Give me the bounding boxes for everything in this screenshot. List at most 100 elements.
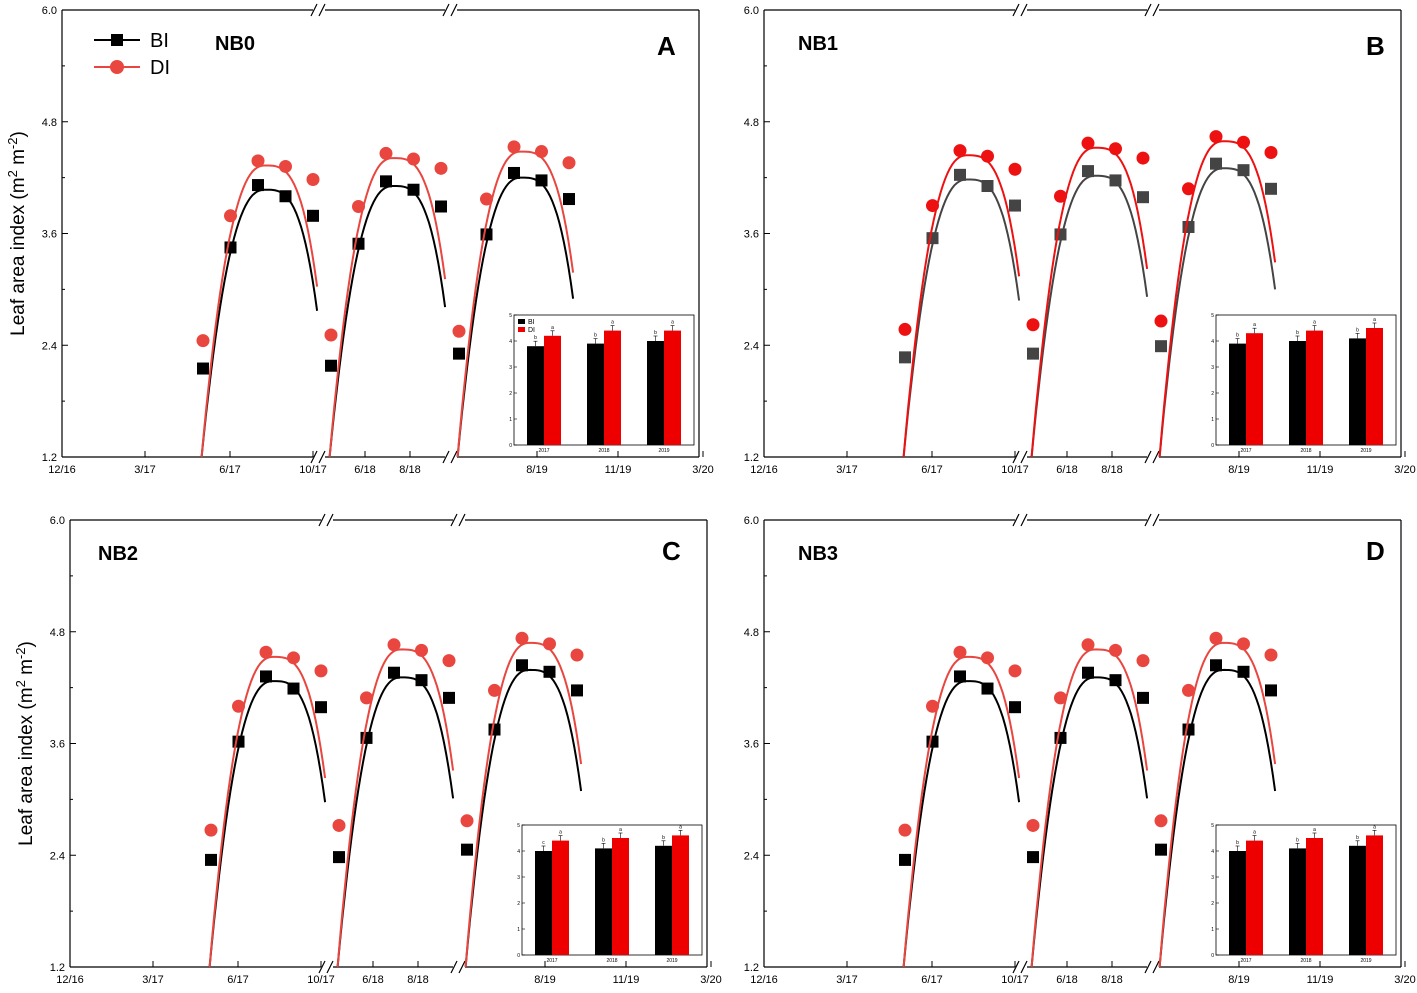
inset-bar-di [1306, 838, 1323, 955]
inset-y-tick-label: 0 [1211, 953, 1214, 959]
inset-y-tick-label: 4 [1211, 339, 1214, 345]
inset-y-tick-label: 3 [1211, 365, 1214, 371]
data-point-di [204, 823, 218, 837]
data-point-di [232, 699, 245, 713]
inset-significance-letter: a [559, 830, 562, 836]
data-point-bi [1155, 340, 1167, 353]
axis-break-mark [1020, 960, 1028, 974]
axis-break-gap [1147, 514, 1159, 526]
axis-break-mark [326, 960, 334, 974]
axis-break-mark [450, 960, 458, 974]
y-axis-label-part: -2 [5, 138, 20, 150]
data-point-di [543, 637, 556, 651]
inset-significance-letter: a [671, 320, 674, 326]
axis-break-gap [1147, 451, 1159, 463]
axis-break-mark [318, 450, 326, 464]
inset-bar-di [1366, 328, 1383, 445]
treatment-label: NB3 [798, 543, 838, 565]
data-point-di [1237, 637, 1250, 651]
axis-break-gap [453, 961, 465, 973]
data-point-bi [388, 666, 400, 679]
axis-break-mark [1144, 960, 1152, 974]
axis-break-mark [442, 3, 450, 17]
inset-x-tick-label: 2017 [538, 448, 549, 454]
axis-break-mark [1012, 3, 1020, 17]
data-point-bi [435, 200, 447, 213]
inset-significance-letter: b [1236, 333, 1239, 339]
y-axis-label-part: Leaf area index (m [8, 177, 29, 335]
data-point-di [324, 328, 338, 342]
inset-significance-letter: b [1236, 840, 1239, 846]
inset-y-tick-label: 0 [517, 953, 520, 959]
inset-y-tick-label: 3 [1211, 875, 1214, 881]
data-point-bi [1027, 851, 1039, 864]
y-tick-label: 6.0 [744, 5, 759, 17]
data-point-di [898, 322, 912, 336]
data-point-bi [1109, 174, 1122, 187]
y-tick-label: 4.8 [744, 117, 759, 129]
x-tick-label: 6/17 [921, 464, 942, 476]
inset-bar-di [672, 835, 689, 955]
x-tick-label: 6/18 [1056, 464, 1077, 476]
axis-break-mark [450, 3, 458, 17]
axis-break-mark [318, 513, 326, 527]
axis-break-mark [458, 513, 466, 527]
inset-legend-marker-bi [518, 319, 525, 324]
data-point-bi [1009, 701, 1021, 714]
data-point-bi [1210, 157, 1222, 170]
data-point-di [480, 192, 493, 206]
axis-break-mark [1152, 960, 1160, 974]
axis-break-mark [318, 960, 326, 974]
axis-break-mark [1152, 513, 1160, 527]
x-tick-label: 3/20 [700, 974, 721, 986]
inset-x-tick-label: 2019 [658, 448, 669, 454]
data-point-bi [563, 193, 575, 206]
inset-bar-di [664, 330, 681, 445]
y-tick-label: 3.6 [50, 739, 65, 751]
data-point-di [332, 818, 346, 832]
axis-break-mark [1012, 450, 1020, 464]
inset-significance-letter: a [611, 320, 614, 326]
y-axis-label-part: -2 [13, 648, 28, 660]
data-point-bi [1182, 723, 1195, 736]
panel-letter: C [662, 536, 681, 566]
inset-significance-letter: b [662, 835, 665, 841]
axis-break-gap [313, 4, 325, 16]
legend-marker-bi [111, 34, 123, 46]
inset-significance-letter: a [619, 827, 622, 833]
data-point-bi [981, 682, 994, 695]
data-point-di [898, 823, 912, 837]
data-point-bi [899, 351, 911, 364]
x-tick-label: 8/18 [1101, 974, 1122, 986]
data-point-di [1264, 145, 1278, 159]
inset-significance-letter: b [602, 837, 605, 843]
data-point-bi [380, 175, 392, 188]
data-point-bi [443, 691, 455, 704]
inset-legend-label-bi: BI [528, 319, 535, 326]
fit-curve-bi [902, 680, 1021, 968]
x-tick-label: 6/17 [921, 974, 942, 986]
panel-a: 1.2 2.4 3.6 4.8 6.0 12/16 3/17 6/17 10/17 6/18 8/1… [5, 3, 714, 476]
x-tick-label: 12/16 [56, 974, 84, 986]
inset-significance-letter: a [1313, 320, 1316, 326]
data-point-di [1109, 643, 1122, 657]
y-axis-label: Leaf area index (m2 m-2) [13, 641, 37, 846]
data-point-di [379, 146, 393, 160]
inset-bar-bi [647, 341, 664, 445]
data-point-bi [453, 347, 465, 360]
fit-curve-bi [328, 185, 447, 458]
data-point-bi [1237, 665, 1250, 678]
data-point-di [352, 199, 365, 213]
panel-letter: D [1366, 536, 1385, 566]
x-tick-label: 12/16 [48, 464, 76, 476]
data-point-di [1237, 135, 1250, 149]
inset-bar-di [604, 330, 621, 445]
axis-break-mark [1144, 3, 1152, 17]
inset-y-tick-label: 3 [517, 875, 520, 881]
legend: BI DI [94, 30, 170, 79]
inset-bar-bi [1289, 341, 1306, 445]
y-tick-label: 2.4 [744, 340, 759, 352]
data-point-di [1182, 182, 1195, 196]
y-tick-label: 6.0 [42, 5, 57, 17]
